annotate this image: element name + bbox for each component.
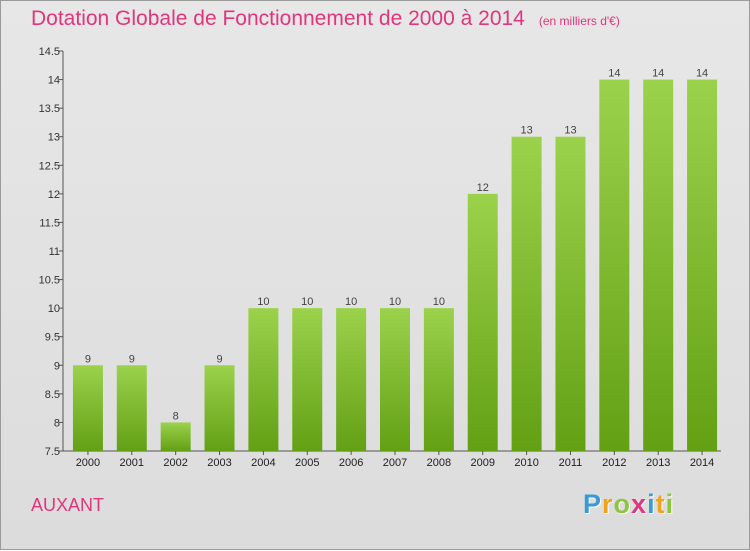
data-label-2002: 8 (173, 410, 179, 422)
y-tick-label: 12 (48, 189, 60, 201)
logo-letter: i (647, 489, 656, 519)
x-tick-label-2011: 2011 (559, 457, 583, 469)
y-tick-label: 8 (54, 417, 60, 429)
data-label-2000: 9 (85, 353, 91, 365)
proxiti-logo[interactable]: Proxiti (583, 489, 674, 520)
bar-2008 (423, 308, 454, 451)
x-tick-label-2010: 2010 (514, 457, 538, 469)
bar-2004 (248, 308, 279, 451)
logo-letter: i (665, 489, 675, 519)
chart-labels: 9 2000 9 2001 8 2002 9 2003 10 2004 10 2005 10 2006 10… (76, 68, 715, 469)
data-label-2007: 10 (389, 296, 401, 308)
data-label-2012: 14 (608, 68, 620, 80)
y-tick-label: 10.5 (39, 275, 60, 287)
x-tick-label-2006: 2006 (339, 457, 363, 469)
bar-2006 (336, 308, 367, 451)
x-tick-label-2012: 2012 (602, 457, 626, 469)
data-label-2013: 14 (652, 68, 664, 80)
x-tick-label-2014: 2014 (690, 457, 714, 469)
data-label-2011: 13 (564, 125, 576, 137)
y-tick-label: 9 (54, 360, 60, 372)
y-tick-label: 11 (49, 246, 60, 258)
data-label-2009: 12 (477, 182, 489, 194)
x-tick-label-2004: 2004 (251, 457, 275, 469)
x-tick-label-2002: 2002 (163, 457, 187, 469)
logo-letter: P (583, 489, 603, 519)
y-tick-label: 11.5 (39, 217, 60, 229)
y-tick-label: 14.5 (39, 46, 60, 58)
y-tick-label: 13.5 (39, 103, 60, 115)
bar-2002 (160, 422, 191, 451)
chart-title-text: Dotation Globale de Fonctionnement de 20… (31, 7, 525, 30)
x-tick-label-2000: 2000 (76, 457, 100, 469)
bar-2010 (511, 136, 542, 451)
data-label-2003: 9 (216, 353, 222, 365)
data-label-2004: 10 (257, 296, 269, 308)
data-label-2005: 10 (301, 296, 313, 308)
x-tick-label-2001: 2001 (120, 457, 144, 469)
logo-letter: r (602, 489, 614, 519)
commune-name: AUXANT (31, 495, 105, 515)
bar-2011 (555, 136, 586, 451)
x-tick-label-2013: 2013 (646, 457, 670, 469)
y-tick-label: 13 (48, 132, 60, 144)
x-tick-label-2008: 2008 (427, 457, 451, 469)
logo-letter: o (613, 489, 632, 519)
bar-2000 (72, 365, 103, 451)
bar-2005 (292, 308, 323, 451)
bar-2001 (116, 365, 147, 451)
x-tick-label-2003: 2003 (207, 457, 231, 469)
data-label-2008: 10 (433, 296, 445, 308)
data-label-2010: 13 (520, 125, 532, 137)
chart-unit-label: (en milliers d'€) (538, 14, 620, 28)
logo-letter: x (631, 489, 648, 519)
data-label-2001: 9 (129, 353, 135, 365)
y-tick-label: 8.5 (45, 389, 60, 401)
bar-2007 (380, 308, 410, 451)
bar-2009 (467, 193, 498, 451)
y-tick-label: 9.5 (45, 332, 60, 344)
y-tick-label: 10 (48, 303, 60, 315)
data-label-2014: 14 (696, 68, 708, 80)
bar-2012 (599, 79, 630, 452)
chart-title: Dotation Globale de Fonctionnement de 20… (31, 7, 620, 31)
chart-bars (72, 79, 718, 452)
bar-2003 (204, 365, 235, 451)
logo-letter: t (655, 489, 666, 519)
x-tick-label-2009: 2009 (470, 457, 494, 469)
x-tick-label-2007: 2007 (383, 457, 407, 469)
bar-2014 (687, 79, 718, 452)
data-label-2006: 10 (345, 296, 357, 308)
bar-2013 (643, 79, 674, 452)
y-tick-label: 12.5 (39, 160, 60, 172)
y-tick-label: 14 (48, 75, 60, 87)
x-tick-label-2005: 2005 (295, 457, 319, 469)
y-tick-label: 7.5 (45, 446, 60, 458)
